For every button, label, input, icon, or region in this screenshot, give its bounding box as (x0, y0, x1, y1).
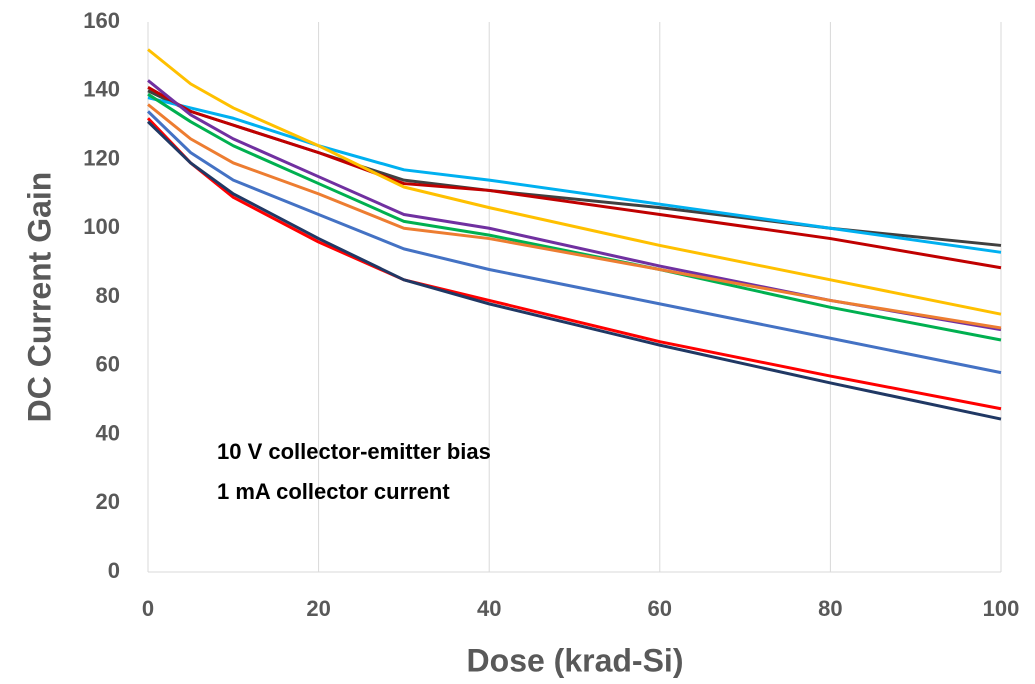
y-tick-label: 100 (83, 214, 120, 239)
series-line (147, 96, 1002, 254)
x-tick-label: 60 (648, 596, 672, 621)
series-line (146, 110, 1002, 375)
series-line (147, 86, 1002, 270)
y-tick-label: 60 (96, 352, 120, 377)
x-tick-label: 40 (477, 596, 501, 621)
series-line (147, 103, 1002, 330)
y-tick-label: 80 (96, 283, 120, 308)
y-axis-title: DC Current Gain (21, 172, 57, 423)
series-line (147, 92, 1002, 342)
annotation: 1 mA collector current (217, 479, 450, 504)
annotation: 10 V collector-emitter bias (217, 439, 491, 464)
series-line (146, 120, 1002, 421)
x-tick-label: 20 (306, 596, 330, 621)
y-tick-label: 0 (108, 558, 120, 583)
x-tick-label: 100 (983, 596, 1020, 621)
y-tick-label: 120 (83, 145, 120, 170)
y-tick-label: 20 (96, 489, 120, 514)
series-line (146, 117, 1002, 411)
x-tick-label: 0 (142, 596, 154, 621)
y-tick-label: 160 (83, 8, 120, 33)
x-axis-title: Dose (krad-Si) (467, 642, 684, 678)
x-tick-label: 80 (818, 596, 842, 621)
series-line (147, 79, 1002, 332)
y-tick-label: 140 (83, 77, 120, 102)
series-line (147, 89, 1002, 247)
y-tick-label: 40 (96, 420, 120, 445)
series-line (147, 48, 1002, 316)
